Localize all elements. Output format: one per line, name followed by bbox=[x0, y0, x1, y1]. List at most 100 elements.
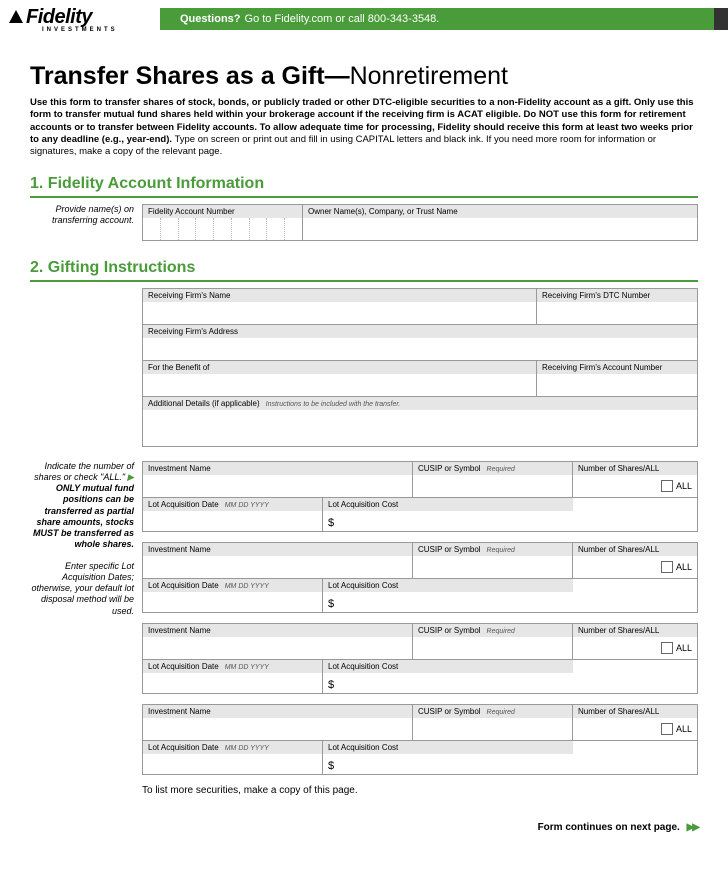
label-all: ALL bbox=[676, 643, 692, 653]
label-account-number: Fidelity Account Number bbox=[143, 205, 302, 218]
section-2-heading: 2. Gifting Instructions bbox=[30, 259, 698, 282]
label-shares: Number of Shares/ALL bbox=[573, 705, 697, 718]
field-lot-date: Lot Acquisition DateMM DD YYYY bbox=[143, 660, 323, 693]
label-lot-date: Lot Acquisition DateMM DD YYYY bbox=[143, 660, 322, 673]
title-light: Nonretirement bbox=[350, 62, 508, 90]
header-help-bar: Questions? Go to Fidelity.com or call 80… bbox=[160, 8, 714, 30]
checkbox-all[interactable] bbox=[661, 723, 673, 735]
label-dtc: Receiving Firm's DTC Number bbox=[537, 289, 697, 302]
input-shares[interactable]: ALL bbox=[573, 475, 697, 497]
logo-subtext: INVESTMENTS bbox=[42, 27, 118, 33]
section-2-sidebar-inv: Indicate the number of shares or check "… bbox=[30, 461, 142, 796]
label-lot-date: Lot Acquisition DateMM DD YYYY bbox=[143, 498, 322, 511]
input-lot-date[interactable] bbox=[143, 754, 322, 774]
label-cusip: CUSIP or SymbolRequired bbox=[413, 705, 572, 718]
input-dtc[interactable] bbox=[537, 302, 697, 324]
field-lot-date: Lot Acquisition DateMM DD YYYY bbox=[143, 498, 323, 531]
label-addl-text: Additional Details (if applicable) bbox=[148, 399, 260, 408]
field-dtc-number: Receiving Firm's DTC Number bbox=[537, 289, 697, 324]
field-cusip: CUSIP or SymbolRequired bbox=[413, 543, 573, 578]
arrow-icon: ▶ bbox=[127, 472, 134, 483]
input-inv-name[interactable] bbox=[143, 556, 412, 578]
label-shares: Number of Shares/ALL bbox=[573, 543, 697, 556]
input-lot-cost[interactable]: $ bbox=[323, 754, 573, 774]
header-questions: Questions? bbox=[180, 13, 241, 25]
input-account-number[interactable] bbox=[143, 218, 302, 240]
dollar-sign: $ bbox=[328, 760, 334, 772]
continue-arrow-icon: ▶▶ bbox=[687, 822, 698, 833]
input-inv-name[interactable] bbox=[143, 637, 412, 659]
input-owner-name[interactable] bbox=[303, 218, 697, 240]
field-owner-name: Owner Name(s), Company, or Trust Name bbox=[303, 205, 697, 240]
investment-group: Investment NameCUSIP or SymbolRequiredNu… bbox=[142, 542, 698, 613]
field-cusip: CUSIP or SymbolRequired bbox=[413, 624, 573, 659]
investment-group: Investment NameCUSIP or SymbolRequiredNu… bbox=[142, 704, 698, 775]
field-investment-name: Investment Name bbox=[143, 462, 413, 497]
label-lot-cost: Lot Acquisition Cost bbox=[323, 498, 573, 511]
input-shares[interactable]: ALL bbox=[573, 718, 697, 740]
label-inv-name: Investment Name bbox=[143, 624, 412, 637]
label-all: ALL bbox=[676, 724, 692, 734]
input-rf-name[interactable] bbox=[143, 302, 536, 324]
checkbox-all[interactable] bbox=[661, 480, 673, 492]
input-lot-cost[interactable]: $ bbox=[323, 511, 573, 531]
label-all: ALL bbox=[676, 481, 692, 491]
input-lot-cost[interactable]: $ bbox=[323, 673, 573, 693]
label-lot-cost: Lot Acquisition Cost bbox=[323, 579, 573, 592]
field-account-number: Fidelity Account Number bbox=[143, 205, 303, 240]
label-benefit: For the Benefit of bbox=[143, 361, 536, 374]
field-shares: Number of Shares/ALL ALL bbox=[573, 705, 697, 740]
input-inv-name[interactable] bbox=[143, 475, 412, 497]
input-addl[interactable] bbox=[143, 410, 697, 446]
label-lot-cost: Lot Acquisition Cost bbox=[323, 660, 573, 673]
input-rf-address[interactable] bbox=[143, 338, 697, 360]
footer-text: Form continues on next page. bbox=[538, 822, 680, 833]
input-benefit[interactable] bbox=[143, 374, 536, 396]
field-shares: Number of Shares/ALLALL bbox=[573, 462, 697, 497]
dollar-sign: $ bbox=[328, 679, 334, 691]
checkbox-all[interactable] bbox=[661, 561, 673, 573]
input-cusip[interactable] bbox=[413, 475, 572, 497]
input-lot-date[interactable] bbox=[143, 511, 322, 531]
investment-group: Investment NameCUSIP or SymbolRequiredNu… bbox=[142, 623, 698, 694]
label-rf-acct: Receiving Firm's Account Number bbox=[537, 361, 697, 374]
input-cusip[interactable] bbox=[413, 556, 572, 578]
field-investment-name: Investment Name bbox=[143, 705, 413, 740]
logo-text: Fidelity bbox=[26, 6, 118, 29]
field-cusip: CUSIP or SymbolRequired bbox=[413, 462, 573, 497]
input-cusip[interactable] bbox=[413, 718, 572, 740]
label-all: ALL bbox=[676, 562, 692, 572]
header-end-block bbox=[714, 8, 728, 30]
label-owner-name: Owner Name(s), Company, or Trust Name bbox=[303, 205, 697, 218]
label-inv-name: Investment Name bbox=[143, 543, 412, 556]
input-shares[interactable]: ALL bbox=[573, 556, 697, 578]
label-rf-name: Receiving Firm's Name bbox=[143, 289, 536, 302]
field-shares: Number of Shares/ALLALL bbox=[573, 624, 697, 659]
input-cusip[interactable] bbox=[413, 637, 572, 659]
input-rf-acct[interactable] bbox=[537, 374, 697, 396]
field-lot-cost: Lot Acquisition Cost $ bbox=[323, 498, 573, 531]
input-shares[interactable]: ALL bbox=[573, 637, 697, 659]
input-lot-date[interactable] bbox=[143, 673, 322, 693]
label-addl-hint: Instructions to be included with the tra… bbox=[266, 401, 401, 408]
input-inv-name[interactable] bbox=[143, 718, 412, 740]
label-addl: Additional Details (if applicable) Instr… bbox=[143, 397, 697, 410]
field-lot-date: Lot Acquisition DateMM DD YYYY bbox=[143, 579, 323, 612]
intro-text: Use this form to transfer shares of stoc… bbox=[30, 97, 698, 159]
label-cusip: CUSIP or SymbolRequired bbox=[413, 462, 572, 475]
investment-group: Investment NameCUSIP or SymbolRequiredNu… bbox=[142, 461, 698, 532]
checkbox-all[interactable] bbox=[661, 642, 673, 654]
label-rf-address: Receiving Firm's Address bbox=[143, 325, 697, 338]
input-lot-cost[interactable]: $ bbox=[323, 592, 573, 612]
field-rf-account-number: Receiving Firm's Account Number bbox=[537, 361, 697, 396]
label-lot-date: Lot Acquisition DateMM DD YYYY bbox=[143, 579, 322, 592]
field-lot-cost: Lot Acquisition Cost$ bbox=[323, 741, 573, 774]
dollar-sign: $ bbox=[328, 517, 334, 529]
label-cusip: CUSIP or SymbolRequired bbox=[413, 543, 572, 556]
sidebar-note-lot: Enter specific Lot Acquisition Dates; ot… bbox=[30, 561, 134, 617]
header-contact: Go to Fidelity.com or call 800-343-3548. bbox=[245, 13, 440, 25]
page-title: Transfer Shares as a Gift—Nonretirement bbox=[30, 62, 698, 91]
field-cusip: CUSIP or SymbolRequired bbox=[413, 705, 573, 740]
sidebar-shares-a: Indicate the number of shares or check "… bbox=[34, 461, 134, 482]
input-lot-date[interactable] bbox=[143, 592, 322, 612]
